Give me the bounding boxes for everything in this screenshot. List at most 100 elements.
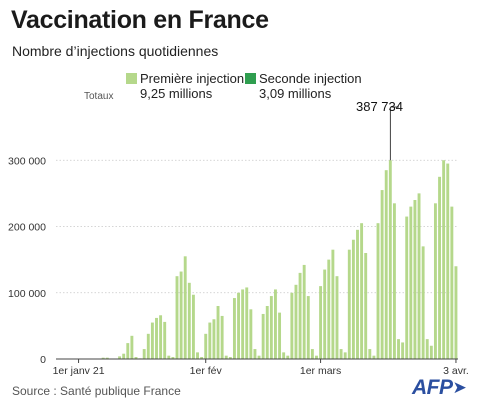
bar-first-injection [101, 357, 105, 359]
bar-first-injection [372, 355, 376, 359]
chart-subtitle: Nombre d’injections quotidiennes [12, 43, 219, 59]
bar-first-injection [171, 357, 175, 359]
bar-first-injection [409, 206, 413, 359]
bar-first-injection [179, 271, 183, 359]
bar-first-injection [220, 315, 224, 359]
bar-first-injection [134, 357, 138, 359]
y-tick-label: 200 000 [8, 222, 46, 234]
bar-first-injection [302, 264, 306, 359]
bar-first-injection [339, 349, 343, 359]
bar-first-injection [200, 357, 204, 359]
legend-label-second: Seconde injection [259, 71, 362, 86]
bar-first-injection [237, 292, 240, 359]
bar-first-injection [167, 355, 171, 359]
bar-first-injection [150, 322, 154, 359]
bar-first-injection [442, 160, 446, 359]
y-tick-label: 300 000 [8, 155, 46, 167]
bar-first-injection [159, 315, 163, 359]
bar-first-injection [232, 298, 236, 359]
bar-first-injection [208, 322, 212, 359]
bar-first-injection [323, 269, 327, 359]
bar-first-injection [257, 355, 261, 359]
bar-first-injection [191, 294, 195, 359]
bar-first-injection [265, 306, 269, 359]
bar-first-injection [269, 296, 273, 359]
bar-first-injection [142, 349, 146, 359]
legend-total-first: 9,25 millions [140, 86, 213, 101]
grid-lines [56, 159, 458, 294]
bar-first-injection [417, 193, 421, 359]
bar-first-injection [241, 289, 245, 359]
axes: 0 100 000 200 000 300 000 1er janv 21 1er fév… [8, 106, 469, 377]
afp-logo-text: AFP [412, 376, 453, 399]
x-tick-label: 1er fév [190, 365, 223, 377]
bar-first-injection [438, 176, 441, 359]
bars [101, 160, 458, 359]
bar-first-injection [122, 353, 126, 359]
bar-first-injection [278, 312, 282, 359]
bar-first-injection [413, 200, 417, 359]
bar-first-injection [335, 276, 339, 359]
bar-first-injection [126, 343, 130, 359]
bar-first-injection [146, 333, 150, 359]
bar-first-injection [216, 306, 220, 359]
legend-label-first: Première injection [140, 71, 245, 86]
bar-first-injection [286, 355, 290, 359]
afp-logo: AFP➤ [412, 376, 467, 400]
chart-title: Vaccination en France [11, 6, 269, 34]
bar-first-injection [421, 246, 425, 359]
bar-first-injection [261, 313, 265, 359]
bar-first-injection [343, 352, 347, 359]
bar-first-injection [224, 355, 228, 359]
bar-first-injection [454, 266, 458, 359]
source-note: Source : Santé publique France [12, 384, 181, 398]
bar-first-injection [360, 223, 364, 359]
bar-first-injection [204, 333, 208, 359]
peak-annotation: 387 734 [356, 99, 403, 114]
bar-first-injection [384, 170, 388, 359]
bar-first-injection [155, 317, 158, 359]
bar-first-injection [282, 352, 286, 359]
bar-first-injection [380, 190, 384, 359]
bar-first-injection [298, 272, 302, 359]
x-tick-label: 3 avr. [443, 365, 469, 377]
bar-first-injection [175, 276, 179, 359]
bar-first-injection [274, 289, 277, 359]
bar-first-injection [429, 345, 433, 359]
bar-first-injection [163, 321, 167, 359]
bar-first-injection [433, 203, 437, 359]
arrow-icon: ➤ [452, 378, 467, 397]
bar-first-injection [351, 239, 355, 359]
bar-first-injection [450, 206, 454, 359]
bar-first-injection [183, 256, 187, 359]
x-tick-label: 1er mars [300, 365, 341, 377]
bar-first-injection [364, 253, 368, 359]
bar-first-injection [368, 349, 372, 359]
legend-swatch-first [126, 73, 137, 84]
totals-label: Totaux [84, 91, 114, 102]
legend-second-injection: Seconde injection 3,09 millions [245, 71, 362, 101]
bar-first-injection [290, 292, 294, 359]
bar-first-injection [376, 223, 380, 359]
bar-first-injection [253, 349, 257, 359]
bar-first-injection [392, 203, 396, 359]
bar-first-injection [249, 309, 253, 359]
bar-first-injection [388, 160, 392, 359]
bar-first-injection [294, 284, 298, 359]
bar-first-injection [315, 355, 318, 359]
bar-first-injection [118, 356, 122, 359]
bar-first-injection [130, 335, 134, 359]
bar-first-injection [212, 319, 216, 359]
legend-swatch-second [245, 73, 256, 84]
bar-first-injection [401, 342, 405, 359]
bar-first-injection [306, 296, 310, 359]
bar-first-injection [105, 357, 109, 359]
y-tick-label: 100 000 [8, 288, 46, 300]
y-tick-label: 0 [40, 354, 46, 366]
bar-first-injection [405, 216, 409, 359]
bar-first-injection [245, 287, 249, 359]
legend-total-second: 3,09 millions [259, 86, 332, 101]
bar-first-injection [319, 286, 323, 359]
bar-first-injection [397, 339, 400, 359]
